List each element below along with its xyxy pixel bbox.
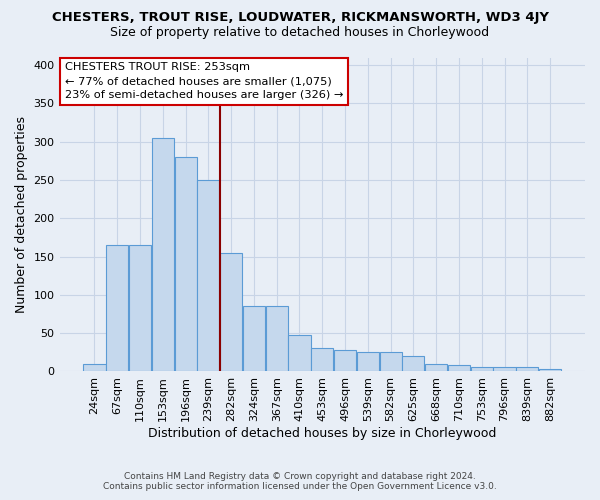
Bar [334, 350, 356, 372]
Bar [493, 367, 515, 372]
Bar [289, 334, 311, 372]
Bar [83, 364, 106, 372]
X-axis label: Distribution of detached houses by size in Chorleywood: Distribution of detached houses by size … [148, 427, 496, 440]
Y-axis label: Number of detached properties: Number of detached properties [15, 116, 28, 313]
Bar [106, 245, 128, 372]
Bar [448, 366, 470, 372]
Bar [470, 367, 493, 372]
Bar [243, 306, 265, 372]
Text: CHESTERS TROUT RISE: 253sqm
← 77% of detached houses are smaller (1,075)
23% of : CHESTERS TROUT RISE: 253sqm ← 77% of det… [65, 62, 343, 100]
Text: Size of property relative to detached houses in Chorleywood: Size of property relative to detached ho… [110, 26, 490, 39]
Text: Contains HM Land Registry data © Crown copyright and database right 2024.
Contai: Contains HM Land Registry data © Crown c… [103, 472, 497, 491]
Bar [539, 369, 561, 372]
Bar [380, 352, 401, 372]
Bar [197, 180, 220, 372]
Bar [403, 356, 424, 372]
Bar [266, 306, 288, 372]
Bar [152, 138, 174, 372]
Bar [425, 364, 447, 372]
Bar [516, 367, 538, 372]
Bar [175, 157, 197, 372]
Bar [357, 352, 379, 372]
Bar [311, 348, 334, 372]
Bar [220, 253, 242, 372]
Bar [129, 245, 151, 372]
Text: CHESTERS, TROUT RISE, LOUDWATER, RICKMANSWORTH, WD3 4JY: CHESTERS, TROUT RISE, LOUDWATER, RICKMAN… [52, 11, 548, 24]
